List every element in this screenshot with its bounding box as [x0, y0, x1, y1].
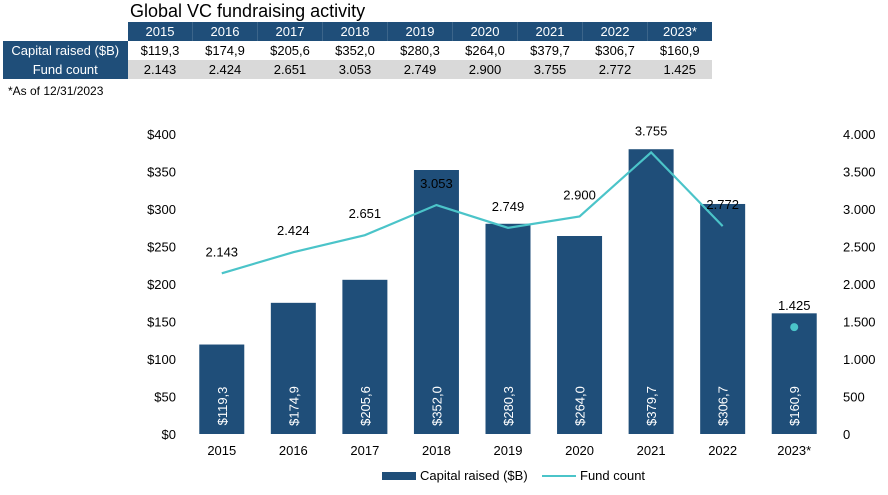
table-year-header: 2016	[192, 22, 258, 41]
table-year-header: 2019	[387, 22, 453, 41]
legend-item-capital: Capital raised ($B)	[382, 468, 528, 483]
x-axis-tick-label: 2021	[637, 443, 666, 458]
table-cell: 3.053	[322, 60, 388, 79]
footnote: *As of 12/31/2023	[8, 84, 104, 98]
right-axis-tick-label: 0	[843, 427, 850, 442]
table-cell: $280,3	[387, 41, 453, 60]
table-row-capital: Capital raised ($B) $119,3 $174,9 $205,6…	[3, 41, 712, 60]
table-cell: $119,3	[127, 41, 193, 60]
left-axis-tick-label: $250	[147, 240, 176, 255]
table-cell: 2.749	[387, 60, 453, 79]
bar-data-label: $119,3	[215, 387, 230, 426]
table-year-header: 2015	[127, 22, 193, 41]
table-cell: $264,0	[452, 41, 518, 60]
left-axis-tick-label: $200	[147, 277, 176, 292]
table-cell: 3.755	[517, 60, 583, 79]
table-year-header: 2020	[452, 22, 518, 41]
bar-data-label: $306,7	[716, 386, 731, 426]
x-axis-tick-label: 2018	[422, 443, 451, 458]
table-row-fund-count: Fund count 2.143 2.424 2.651 3.053 2.749…	[3, 60, 712, 79]
x-axis-tick-label: 2015	[207, 443, 236, 458]
bar-data-label: $352,0	[429, 386, 444, 426]
right-axis-tick-label: 3.500	[843, 165, 876, 180]
x-axis-tick-label: 2017	[350, 443, 379, 458]
bar	[557, 236, 603, 434]
table-year-header: 2021	[517, 22, 583, 41]
right-axis-tick-label: 4.000	[843, 127, 876, 142]
x-axis-tick-label: 2022	[708, 443, 737, 458]
table-cell: $160,9	[647, 41, 712, 60]
right-axis-tick-label: 1.500	[843, 315, 876, 330]
table-row-label: Fund count	[3, 60, 128, 79]
right-axis-tick-label: 2.500	[843, 240, 876, 255]
table-year-header: 2017	[257, 22, 323, 41]
legend-swatch-line	[542, 474, 576, 477]
legend-label: Capital raised ($B)	[420, 468, 528, 483]
bar	[413, 170, 459, 434]
bar	[199, 344, 245, 434]
bar-data-label: $264,0	[573, 386, 588, 426]
table-year-header: 2023*	[647, 22, 712, 41]
fund-count-line	[221, 150, 724, 275]
table-cell: $379,7	[517, 41, 583, 60]
x-axis-tick-label: 2020	[565, 443, 594, 458]
x-axis-tick-label: 2023*	[777, 443, 811, 458]
line-data-label: 2.749	[492, 199, 525, 214]
right-axis-tick-label: 500	[843, 390, 865, 405]
table-corner	[3, 22, 128, 41]
line-data-label: 2.651	[349, 206, 382, 221]
line-data-label: 1.425	[778, 298, 811, 313]
legend-swatch-bar	[382, 471, 416, 480]
left-axis-tick-label: $0	[162, 427, 176, 442]
bar	[270, 302, 316, 434]
table-cell: 2.900	[452, 60, 518, 79]
table-cell: $306,7	[582, 41, 648, 60]
table-row-label: Capital raised ($B)	[3, 41, 128, 60]
line-data-label: 2.424	[277, 223, 310, 238]
table-cell: 1.425	[647, 60, 712, 79]
left-axis-tick-label: $400	[147, 127, 176, 142]
left-axis-tick-label: $350	[147, 165, 176, 180]
table-year-header: 2022	[582, 22, 648, 41]
table-header-row: 2015 2016 2017 2018 2019 2020 2021 2022 …	[3, 22, 712, 41]
right-axis-tick-label: 1.000	[843, 352, 876, 367]
bar	[628, 149, 674, 434]
line-data-label: 3.053	[420, 176, 453, 191]
x-axis-tick-label: 2019	[494, 443, 523, 458]
bar	[771, 313, 817, 434]
bar	[485, 223, 531, 434]
table-cell: 2.424	[192, 60, 258, 79]
bar	[342, 279, 388, 434]
table-cell: $352,0	[322, 41, 388, 60]
table-cell: 2.143	[127, 60, 193, 79]
line-data-label: 2.143	[206, 244, 239, 259]
bar-data-label: $174,9	[286, 386, 301, 426]
line-data-label: 2.772	[706, 197, 739, 212]
line-data-label: 3.755	[635, 123, 668, 138]
right-axis-tick-label: 3.000	[843, 202, 876, 217]
data-table: 2015 2016 2017 2018 2019 2020 2021 2022 …	[3, 22, 712, 79]
table-cell: 2.651	[257, 60, 323, 79]
table-cell: 2.772	[582, 60, 648, 79]
bar-data-label: $160,9	[787, 386, 802, 426]
legend-item-fund-count: Fund count	[542, 468, 645, 483]
x-axis-tick-label: 2016	[279, 443, 308, 458]
bar	[700, 203, 746, 434]
page-title: Global VC fundraising activity	[130, 1, 366, 21]
table-cell: $174,9	[192, 41, 258, 60]
left-axis-tick-label: $50	[154, 390, 176, 405]
bar-data-label: $205,6	[358, 386, 373, 426]
right-axis-tick-label: 2.000	[843, 277, 876, 292]
bar-data-label: $379,7	[644, 386, 659, 426]
table-cell: $205,6	[257, 41, 323, 60]
left-axis-tick-label: $300	[147, 202, 176, 217]
left-axis-tick-label: $100	[147, 352, 176, 367]
table-year-header: 2018	[322, 22, 388, 41]
line-data-label: 2.900	[563, 188, 596, 203]
bar-data-label: $280,3	[501, 386, 516, 426]
left-axis-tick-label: $150	[147, 315, 176, 330]
fund-count-point	[790, 323, 799, 332]
legend-label: Fund count	[580, 468, 646, 483]
